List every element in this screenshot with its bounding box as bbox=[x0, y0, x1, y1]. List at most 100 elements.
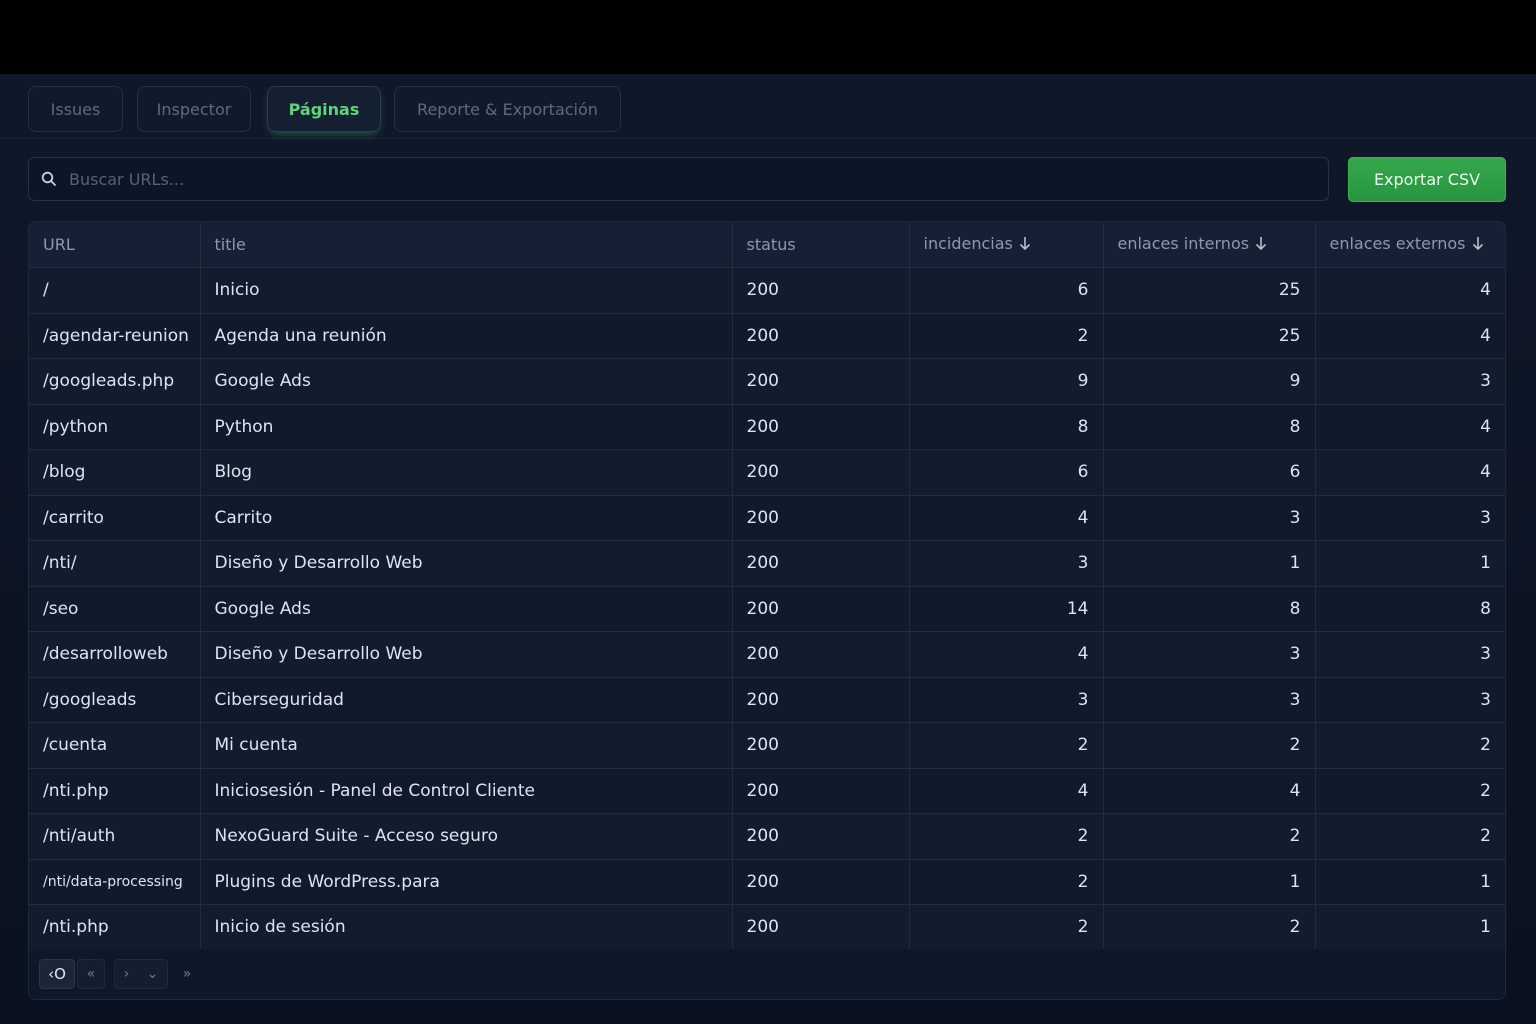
export-csv-button[interactable]: Exportar CSV bbox=[1348, 157, 1506, 202]
search-input[interactable] bbox=[69, 159, 1328, 199]
pager-page-select[interactable]: › ⌄ bbox=[114, 959, 168, 989]
title-cell: Inicio bbox=[200, 267, 733, 314]
enlaces-externos-cell: 2 bbox=[1315, 768, 1505, 814]
incidencias-cell: 2 bbox=[909, 313, 1104, 359]
status-cell: 200 bbox=[732, 722, 910, 769]
column-header-url[interactable]: URL bbox=[29, 222, 201, 268]
title-cell: Python bbox=[200, 404, 733, 450]
url-cell[interactable]: /seo bbox=[29, 586, 201, 632]
title-cell: Carrito bbox=[200, 495, 733, 541]
url-cell[interactable]: /cuenta bbox=[29, 722, 201, 769]
enlaces-externos-cell: 1 bbox=[1315, 904, 1505, 951]
enlaces-internos-cell: 2 bbox=[1103, 722, 1316, 769]
status-cell: 200 bbox=[732, 904, 910, 951]
enlaces-externos-cell: 3 bbox=[1315, 358, 1505, 405]
pager-first-button[interactable]: ‹O bbox=[39, 959, 75, 989]
enlaces-externos-cell: 4 bbox=[1315, 313, 1505, 359]
table-row[interactable]: /googleads.php Google Ads 200 9 9 3 bbox=[29, 358, 1505, 405]
url-cell[interactable]: /python bbox=[29, 404, 201, 450]
pages-table-container: URL title status incidencias enlaces int… bbox=[28, 221, 1506, 1000]
enlaces-internos-cell: 6 bbox=[1103, 449, 1316, 496]
search-box bbox=[28, 157, 1329, 201]
table-row[interactable]: /blog Blog 200 6 6 4 bbox=[29, 449, 1505, 496]
url-cell[interactable]: /googleads bbox=[29, 677, 201, 723]
table-row[interactable]: /googleads Ciberseguridad 200 3 3 3 bbox=[29, 677, 1505, 723]
tab-paginas[interactable]: Páginas bbox=[267, 86, 381, 132]
top-black-bar bbox=[0, 0, 1536, 74]
chevron-down-icon: ⌄ bbox=[146, 966, 159, 982]
url-cell[interactable]: /nti/auth bbox=[29, 813, 201, 860]
tab-inspector[interactable]: Inspector bbox=[137, 86, 251, 132]
incidencias-cell: 4 bbox=[909, 768, 1104, 814]
status-cell: 200 bbox=[732, 768, 910, 814]
table-row[interactable]: /cuenta Mi cuenta 200 2 2 2 bbox=[29, 722, 1505, 769]
table-row[interactable]: /python Python 200 8 8 4 bbox=[29, 404, 1505, 450]
incidencias-cell: 4 bbox=[909, 631, 1104, 678]
column-header-incidencias[interactable]: incidencias bbox=[909, 222, 1104, 268]
enlaces-externos-cell: 4 bbox=[1315, 267, 1505, 314]
column-header-enlaces-internos[interactable]: enlaces internos bbox=[1103, 222, 1316, 268]
table-row[interactable]: /nti/Diseño y Desarrollo Web 200 3 1 1 bbox=[29, 540, 1505, 587]
title-cell: Google Ads bbox=[200, 358, 733, 405]
incidencias-cell: 4 bbox=[909, 495, 1104, 541]
incidencias-cell: 2 bbox=[909, 722, 1104, 769]
table-row[interactable]: /desarrolloweb Diseño y Desarrollo Web 200… bbox=[29, 631, 1505, 678]
enlaces-internos-cell: 2 bbox=[1103, 813, 1316, 860]
url-cell[interactable]: /nti/ bbox=[29, 540, 201, 587]
status-cell: 200 bbox=[732, 404, 910, 450]
column-header-enlaces-externos[interactable]: enlaces externos bbox=[1315, 222, 1505, 268]
status-cell: 200 bbox=[732, 495, 910, 541]
url-cell[interactable]: /desarrolloweb bbox=[29, 631, 201, 678]
pager-prev-button[interactable]: « bbox=[77, 959, 105, 989]
tab-issues[interactable]: Issues bbox=[28, 86, 123, 132]
search-icon bbox=[29, 157, 69, 201]
pages-table: URL title status incidencias enlaces int… bbox=[29, 222, 1505, 951]
url-cell[interactable]: /googleads.php bbox=[29, 358, 201, 405]
status-cell: 200 bbox=[732, 313, 910, 359]
incidencias-cell: 2 bbox=[909, 904, 1104, 951]
table-row[interactable]: / Inicio 200 6 25 4 bbox=[29, 267, 1505, 314]
tab-reporte-exportacion[interactable]: Reporte & Exportación bbox=[394, 86, 621, 132]
incidencias-cell: 14 bbox=[909, 586, 1104, 632]
app-panel: Issues Inspector Páginas Reporte & Expor… bbox=[0, 74, 1536, 1024]
pagination-bar: ‹O « › ⌄ » bbox=[29, 949, 1505, 999]
sort-down-arrow-icon bbox=[1019, 235, 1031, 255]
table-row[interactable]: /agendar-reunion Agenda una reunión 200 2 25… bbox=[29, 313, 1505, 359]
pager-last-button[interactable]: » bbox=[182, 966, 192, 982]
incidencias-cell: 3 bbox=[909, 540, 1104, 587]
table-row[interactable]: /nti/auth NexoGuard Suite - Acceso seguro… bbox=[29, 813, 1505, 860]
url-cell[interactable]: /carrito bbox=[29, 495, 201, 541]
sort-down-arrow-icon bbox=[1255, 235, 1267, 255]
enlaces-externos-cell: 3 bbox=[1315, 677, 1505, 723]
enlaces-externos-cell: 1 bbox=[1315, 859, 1505, 905]
url-cell[interactable]: / bbox=[29, 267, 201, 314]
enlaces-internos-cell: 9 bbox=[1103, 358, 1316, 405]
url-cell[interactable]: /nti.php bbox=[29, 904, 201, 951]
table-row[interactable]: /seo Google Ads 200 14 8 8 bbox=[29, 586, 1505, 632]
column-header-status[interactable]: status bbox=[732, 222, 910, 268]
title-cell: Mi cuenta bbox=[200, 722, 733, 769]
enlaces-externos-cell: 4 bbox=[1315, 449, 1505, 496]
url-cell[interactable]: /blog bbox=[29, 449, 201, 496]
table-row[interactable]: /nti.php Inicio de sesión 200 2 2 1 bbox=[29, 904, 1505, 951]
tab-bar: Issues Inspector Páginas Reporte & Expor… bbox=[0, 74, 1536, 139]
table-row[interactable]: /nti/data-processing Plugins de WordPress… bbox=[29, 859, 1505, 905]
title-cell: NexoGuard Suite - Acceso seguro bbox=[200, 813, 733, 860]
url-cell[interactable]: /nti.php bbox=[29, 768, 201, 814]
enlaces-externos-cell: 2 bbox=[1315, 813, 1505, 860]
url-cell[interactable]: /nti/data-processing bbox=[29, 859, 201, 905]
enlaces-externos-cell: 3 bbox=[1315, 631, 1505, 678]
incidencias-cell: 6 bbox=[909, 449, 1104, 496]
title-cell: Blog bbox=[200, 449, 733, 496]
table-row[interactable]: /carrito Carrito 200 4 3 3 bbox=[29, 495, 1505, 541]
column-header-title[interactable]: title bbox=[200, 222, 733, 268]
table-row[interactable]: /nti.php Iniciosesión - Panel de Control … bbox=[29, 768, 1505, 814]
status-cell: 200 bbox=[732, 358, 910, 405]
chevron-right-icon: › bbox=[123, 966, 130, 982]
enlaces-externos-cell: 2 bbox=[1315, 722, 1505, 769]
sort-down-arrow-icon bbox=[1472, 235, 1484, 255]
enlaces-internos-cell: 3 bbox=[1103, 631, 1316, 678]
enlaces-internos-cell: 25 bbox=[1103, 313, 1316, 359]
status-cell: 200 bbox=[732, 859, 910, 905]
url-cell[interactable]: /agendar-reunion bbox=[29, 313, 201, 359]
